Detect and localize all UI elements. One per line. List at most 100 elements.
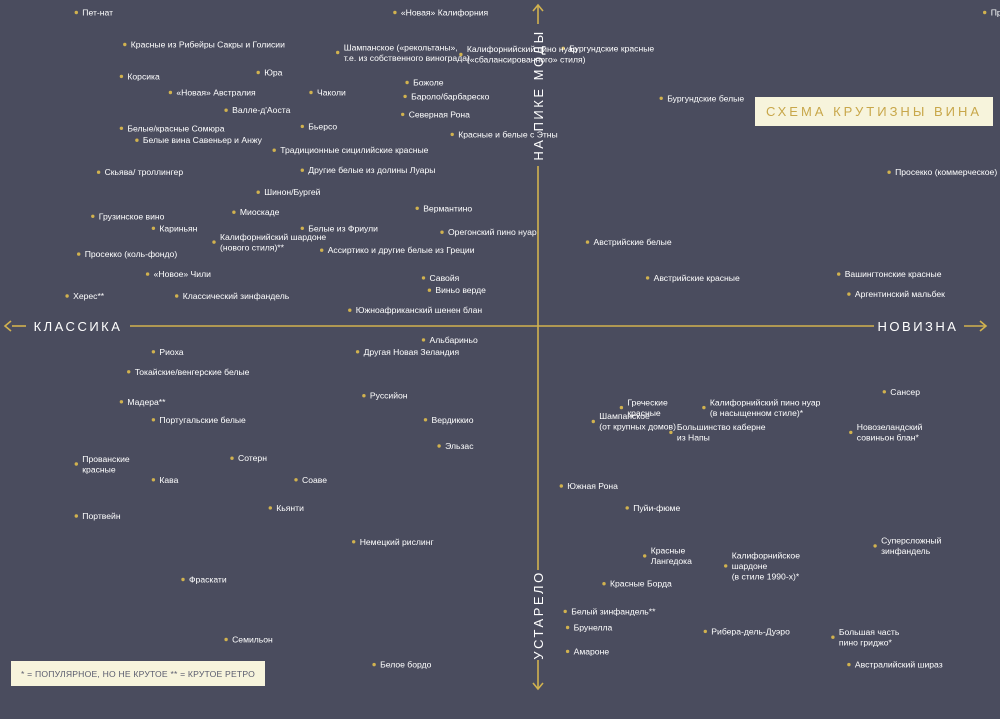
point-label: Семильон	[232, 635, 273, 645]
data-point: Красные из Рибейры Сакры и Голисии	[123, 40, 285, 50]
data-points: Пет-нат «Новая» Калифорния Провансальское …	[65, 8, 1000, 670]
point-label: Белое бордо	[380, 660, 431, 670]
point-marker	[256, 70, 260, 75]
data-point: Фраскати	[181, 575, 227, 585]
data-point: Белый зинфандель**	[563, 606, 656, 616]
point-marker	[224, 637, 228, 642]
point-marker	[135, 138, 139, 142]
point-label: Риоха	[159, 347, 183, 357]
point-marker	[847, 662, 851, 667]
data-point: Орегонский пино нуар	[440, 227, 537, 237]
data-point: Пуйи-фюме	[625, 503, 680, 513]
point-marker	[320, 248, 324, 252]
point-label: Австрийские белые	[594, 237, 672, 247]
axis-label-bottom: УСТАРЕЛО	[531, 570, 546, 659]
point-marker	[119, 74, 124, 79]
point-label: Руссийон	[370, 391, 408, 401]
data-point: «Новое» Чили	[145, 269, 211, 279]
data-point: Калифорнийский пино нуар(«сбалансированн…	[459, 44, 586, 65]
point-label: Соаве	[302, 475, 327, 485]
legend: * = ПОПУЛЯРНОЕ, НО НЕ КРУТОЕ ** = КРУТОЕ…	[11, 661, 265, 686]
point-label: Кариньян	[159, 223, 197, 233]
point-label: Белые вина Савеньер и Анжу	[143, 135, 263, 145]
data-point: Скьява/ троллингер	[96, 167, 183, 177]
point-marker	[423, 418, 428, 422]
data-point: Божоле	[405, 78, 444, 88]
point-label: Корсика	[127, 71, 160, 81]
point-label: Токайские/венгерские белые	[135, 367, 250, 377]
point-label: Белый зинфандель**	[571, 606, 656, 616]
data-point: Красные Борда	[602, 579, 672, 589]
point-label: Амароне	[574, 646, 610, 656]
data-point: Калифорнийский пино нуар(в насыщенном ст…	[702, 397, 821, 418]
point-marker	[352, 540, 356, 544]
point-label: Красные	[651, 546, 686, 556]
data-point: Красные и белые с Этны	[450, 129, 558, 139]
point-marker	[123, 42, 127, 47]
point-label: Красные и белые с Этны	[458, 129, 558, 139]
point-marker	[702, 405, 706, 410]
point-label: Орегонский пино нуар	[448, 227, 537, 237]
data-point: Риоха	[151, 347, 184, 357]
data-point: Пет-нат	[74, 8, 113, 18]
point-marker	[645, 276, 650, 280]
point-marker	[145, 272, 150, 276]
point-label: Южноафриканский шенен блан	[356, 305, 483, 315]
point-marker	[440, 230, 444, 234]
point-label: из Напы	[677, 433, 710, 443]
point-label: Новозеландский	[857, 422, 923, 432]
data-point: Бургундские красные	[561, 43, 654, 53]
point-marker	[77, 252, 81, 256]
point-marker	[300, 168, 304, 172]
point-label: Бьерсо	[308, 121, 337, 131]
point-label: т.е. из собственного винограда)	[344, 53, 470, 63]
point-label: Вашингтонские красные	[845, 269, 942, 279]
point-label: Грузинское вино	[99, 211, 165, 221]
point-marker	[625, 506, 629, 510]
point-label: Белые/красные Сомюра	[127, 123, 224, 133]
point-label: Суперсложный	[881, 536, 941, 546]
point-label: Белые из Фриули	[308, 223, 378, 233]
point-label: Лангедока	[651, 556, 692, 566]
data-point: Эльзас	[437, 441, 474, 451]
data-point: Просекко (коммерческое)	[887, 167, 997, 177]
data-point: Херес**	[65, 291, 105, 301]
data-point: Другая Новая Зеландия	[355, 347, 459, 357]
data-point: Виньо верде	[427, 285, 486, 295]
point-marker	[659, 96, 663, 101]
data-point: Белые из Фриули	[300, 223, 378, 233]
point-marker	[565, 625, 570, 630]
point-marker	[403, 94, 407, 99]
point-marker	[74, 462, 79, 466]
data-point: Валле-д'Аоста	[224, 105, 291, 115]
point-marker	[561, 46, 565, 50]
data-point: Семильон	[224, 635, 273, 645]
point-label: Бургундские красные	[569, 43, 654, 53]
point-label: Красные Борда	[610, 579, 672, 589]
point-marker	[437, 444, 441, 448]
data-point: Сотерн	[230, 453, 267, 463]
data-point: Белое бордо	[372, 660, 432, 670]
data-point: Шампанское(от крупных домов)	[591, 411, 676, 432]
point-marker	[300, 226, 304, 230]
point-label: Красные из Рибейры Сакры и Голисии	[131, 40, 285, 50]
point-marker	[151, 350, 156, 354]
point-marker	[703, 629, 707, 634]
point-label: Бароло/барбареско	[411, 91, 490, 101]
point-marker	[268, 506, 272, 510]
data-point: Корсика	[119, 71, 160, 81]
point-marker	[983, 10, 987, 15]
data-point: Альбариньо	[421, 335, 478, 345]
data-point: Сансер	[882, 387, 920, 397]
point-label: пино гриджо*	[839, 638, 893, 648]
point-marker	[91, 214, 95, 218]
point-label: Миоскаде	[240, 207, 280, 217]
point-marker	[119, 400, 124, 404]
point-marker	[724, 564, 728, 568]
data-point: Портвейн	[74, 511, 121, 521]
point-marker	[212, 240, 216, 244]
data-point: Амароне	[565, 646, 610, 656]
